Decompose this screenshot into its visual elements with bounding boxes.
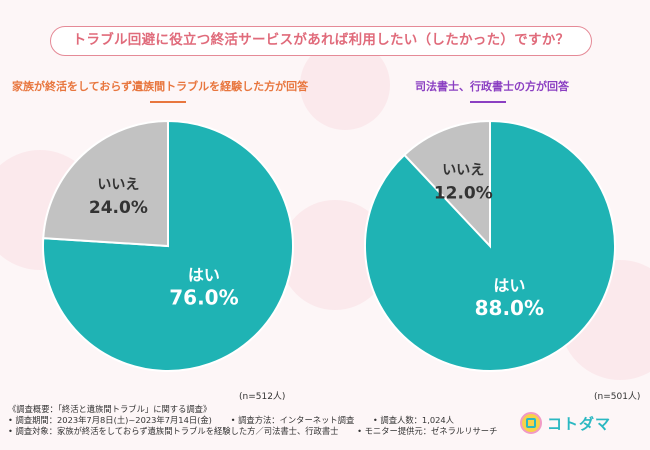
survey-period: • 調査期間：2023年7月8日(土)~2023年7月14日(金) bbox=[8, 415, 212, 425]
right-subtitle-underline bbox=[470, 101, 506, 103]
logo-icon bbox=[520, 412, 542, 434]
survey-row-1: • 調査期間：2023年7月8日(土)~2023年7月14日(金) • 調査方法… bbox=[8, 415, 497, 426]
pie-0-slice-0 bbox=[42, 119, 294, 372]
survey-summary: 《調査概要：「終活と遺族間トラブル」に関する調査》 bbox=[8, 404, 212, 414]
survey-method: • 調査方法：インターネット調査 bbox=[230, 415, 355, 425]
pie-0-slice-1-value: 24.0% bbox=[89, 198, 148, 218]
pie-1-slice-0-value: 88.0% bbox=[475, 296, 544, 320]
pie-1-slice-1 bbox=[403, 119, 491, 249]
left-sample-size: (n=512人) bbox=[239, 392, 286, 402]
survey-row-2: • 調査対象：家族が終活をしておらず遺族間トラブルを経験した方／司法書士、行政書… bbox=[8, 426, 497, 437]
survey-footer: 《調査概要：「終活と遺族間トラブル」に関する調査》 • 調査期間：2023年7月… bbox=[8, 404, 497, 437]
survey-provider: • モニター提供元：ゼネラルリサーチ bbox=[357, 426, 498, 436]
survey-count: • 調査人数：1,024人 bbox=[372, 415, 454, 425]
pie-0-slice-1 bbox=[42, 119, 169, 248]
logo-text: コトダマ bbox=[547, 414, 612, 433]
pie-1-slice-0 bbox=[364, 119, 616, 372]
pie-0-slice-0-value: 76.0% bbox=[169, 285, 238, 309]
pie-1-slice-0-label: はい bbox=[493, 276, 525, 295]
pie-0-slice-1-label: いいえ bbox=[97, 177, 139, 193]
pie-1-slice-1-label: いいえ bbox=[442, 163, 484, 179]
pie-1-slice-1-value: 12.0% bbox=[434, 184, 493, 204]
chart-title: トラブル回避に役立つ終活サービスがあれば利用したい（したかった）ですか？ bbox=[50, 26, 592, 56]
right-chart-subtitle: 司法書士、行政書士の方が回答 bbox=[415, 80, 569, 93]
pie-0-slice-0-label: はい bbox=[188, 265, 220, 284]
right-sample-size: (n=501人) bbox=[594, 392, 641, 402]
left-subtitle-underline bbox=[150, 101, 186, 103]
survey-target: • 調査対象：家族が終活をしておらず遺族間トラブルを経験した方／司法書士、行政書… bbox=[8, 426, 339, 436]
left-chart-subtitle: 家族が終活をしておらず遺族間トラブルを経験した方が回答 bbox=[12, 80, 309, 93]
kotodama-logo: コトダマ bbox=[520, 412, 611, 434]
